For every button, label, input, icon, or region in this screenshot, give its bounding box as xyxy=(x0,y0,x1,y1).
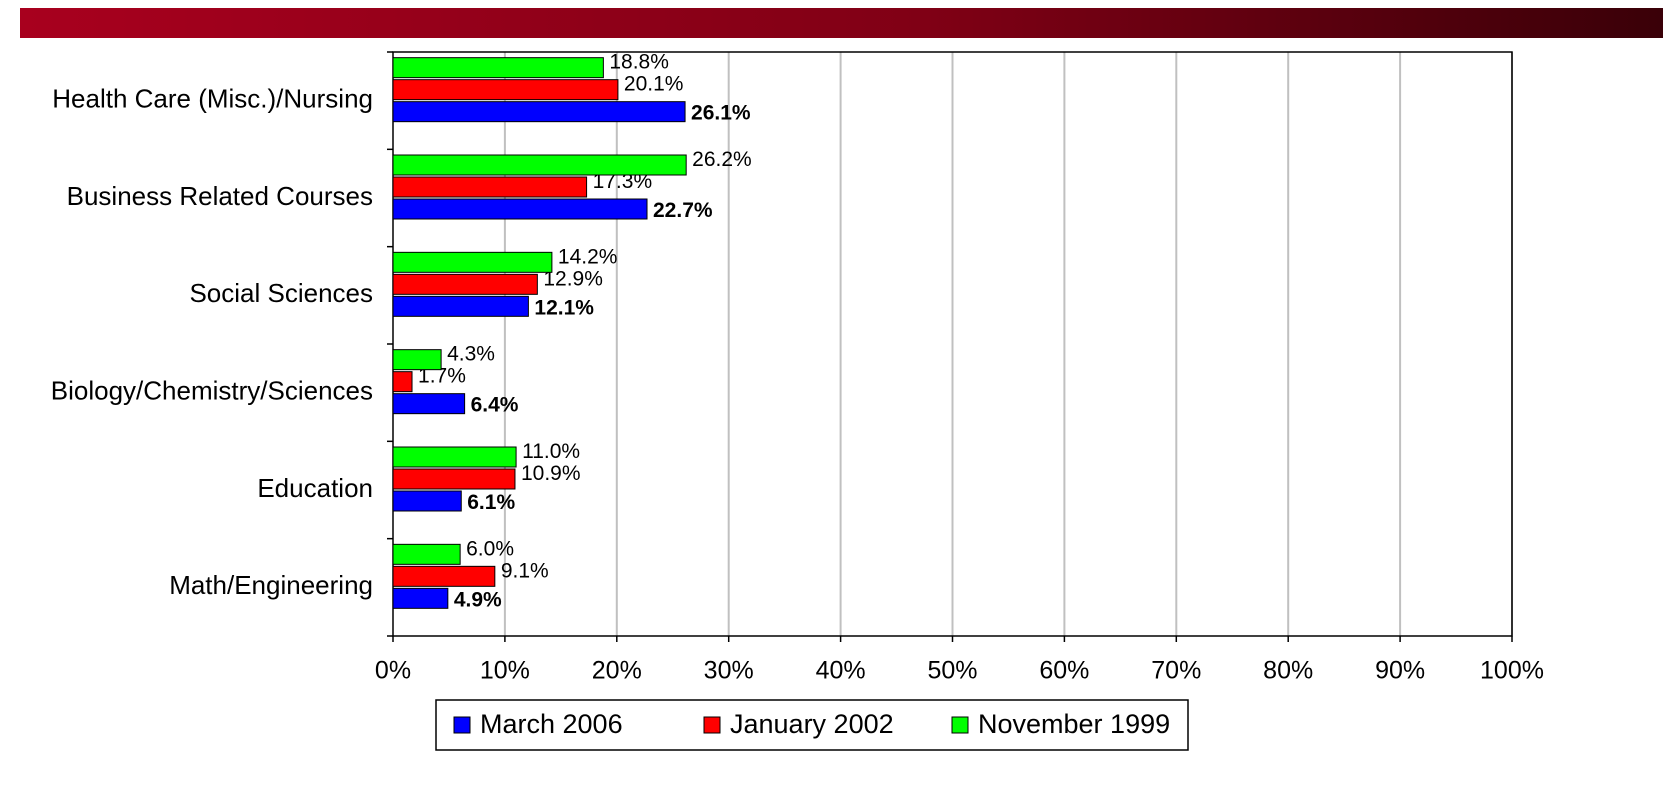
y-tick-label: Health Care (Misc.)/Nursing xyxy=(52,84,373,114)
bar xyxy=(392,371,413,393)
bar xyxy=(392,101,686,123)
x-tick-label: 90% xyxy=(1375,657,1425,685)
x-tick-label: 10% xyxy=(480,657,530,685)
legend-swatch xyxy=(951,716,969,734)
legend-label: January 2002 xyxy=(730,709,894,739)
bar xyxy=(392,393,466,415)
bar xyxy=(392,446,517,468)
bar xyxy=(392,198,648,220)
bar xyxy=(392,565,496,587)
value-label: 20.1% xyxy=(624,73,684,96)
bar xyxy=(392,349,442,371)
bar xyxy=(392,176,588,198)
value-label: 17.3% xyxy=(593,170,653,193)
value-label: 1.7% xyxy=(418,365,466,388)
y-tick-label: Math/Engineering xyxy=(169,570,373,600)
legend-swatch xyxy=(453,716,471,734)
value-label: 26.2% xyxy=(692,148,752,171)
value-label: 9.1% xyxy=(501,559,549,582)
value-label: 14.2% xyxy=(558,245,618,268)
x-tick-label: 70% xyxy=(1151,657,1201,685)
bar xyxy=(392,57,604,79)
x-tick-label: 60% xyxy=(1039,657,1089,685)
value-label: 26.1% xyxy=(691,102,751,125)
value-label: 6.4% xyxy=(471,394,519,417)
legend-label: November 1999 xyxy=(978,709,1170,739)
legend-label: March 2006 xyxy=(480,709,623,739)
bar xyxy=(392,154,687,176)
value-label: 12.9% xyxy=(543,267,603,290)
value-label: 11.0% xyxy=(522,440,580,463)
bar xyxy=(392,251,553,273)
value-label: 10.9% xyxy=(521,462,581,485)
value-label: 4.3% xyxy=(447,343,495,366)
banner xyxy=(20,8,1663,38)
x-tick-label: 30% xyxy=(704,657,754,685)
y-tick-label: Business Related Courses xyxy=(67,181,373,211)
y-tick-label: Social Sciences xyxy=(189,278,373,308)
value-label: 12.1% xyxy=(534,296,594,319)
x-tick-label: 0% xyxy=(375,657,411,685)
x-tick-label: 80% xyxy=(1263,657,1313,685)
value-label: 18.8% xyxy=(609,51,669,74)
legend-box xyxy=(435,699,1189,751)
bar xyxy=(392,273,538,295)
bar xyxy=(392,587,449,609)
value-label: 6.1% xyxy=(467,491,515,514)
bar xyxy=(392,295,529,317)
legend-swatch xyxy=(703,716,721,734)
bar xyxy=(392,490,462,512)
x-tick-label: 40% xyxy=(816,657,866,685)
x-tick-label: 100% xyxy=(1480,657,1544,685)
x-tick-label: 20% xyxy=(592,657,642,685)
bar xyxy=(392,543,461,565)
value-label: 4.9% xyxy=(454,588,502,611)
x-tick-label: 50% xyxy=(927,657,977,685)
bar xyxy=(392,79,619,101)
value-label: 6.0% xyxy=(466,537,514,560)
bar xyxy=(392,468,516,490)
value-label: 22.7% xyxy=(653,199,713,222)
y-tick-label: Education xyxy=(257,473,373,503)
y-tick-label: Biology/Chemistry/Sciences xyxy=(51,376,373,406)
